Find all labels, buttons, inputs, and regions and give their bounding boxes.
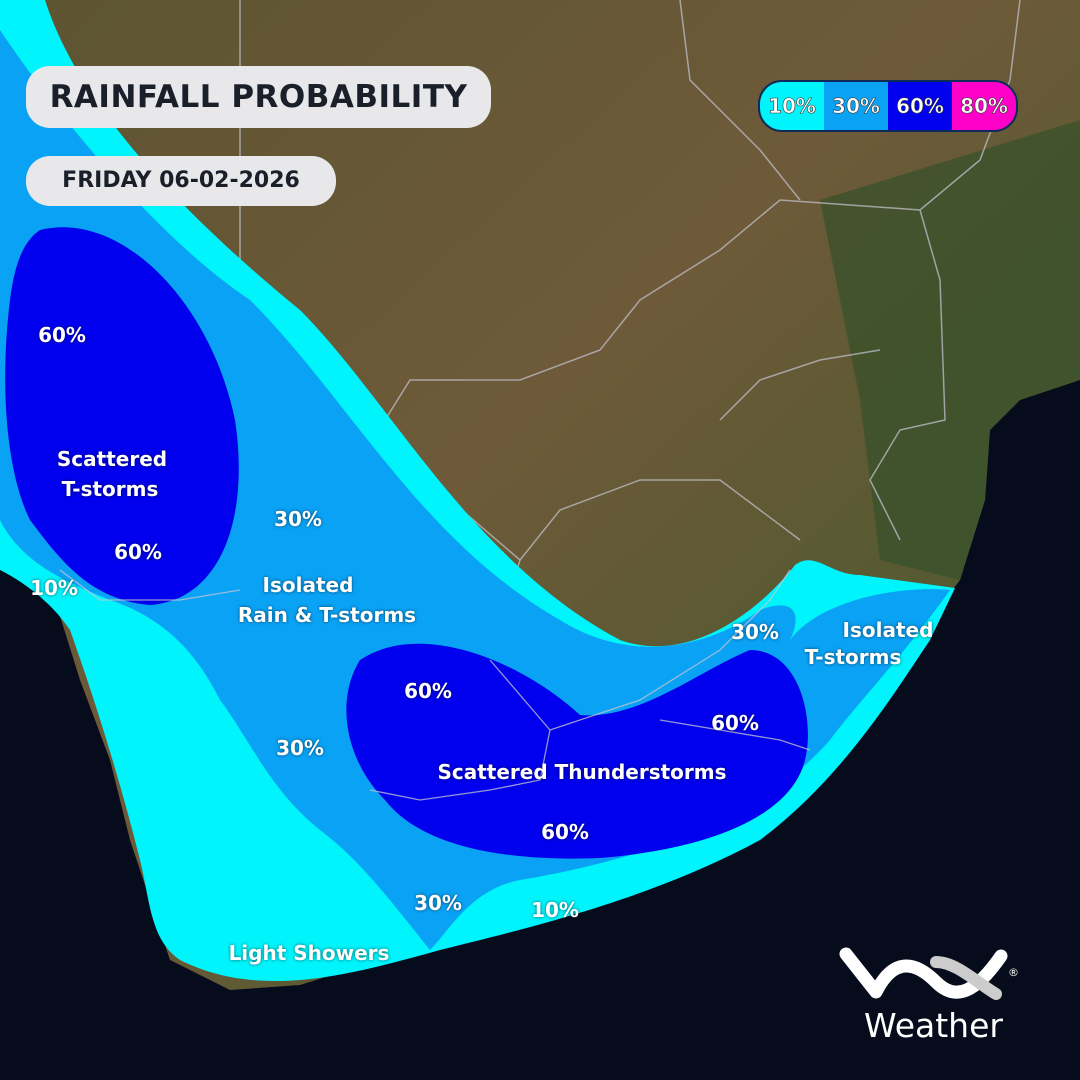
east-green-region (820, 120, 1080, 580)
label-south-10: 10% (531, 898, 579, 922)
label-scattered-thunderstorms: Scattered Thunderstorms (437, 760, 727, 784)
legend-80pct: 80% (952, 82, 1016, 130)
label-east-30: 30% (731, 620, 779, 644)
forecast-date: FRIDAY 06-02-2026 (26, 156, 336, 206)
label-southwest-30: 30% (276, 736, 324, 760)
label-west-60-bottom: 60% (114, 540, 162, 564)
probability-legend: 10% 30% 60% 80% (758, 80, 1018, 132)
registered-mark: ® (1008, 966, 1019, 979)
legend-60pct: 60% (888, 82, 952, 130)
label-east-isolated: Isolated (842, 618, 934, 642)
province-borders-overlay (59, 569, 811, 801)
map-title: RAINFALL PROBABILITY (26, 66, 491, 128)
logo-wordmark: Weather (864, 1006, 1003, 1045)
label-east-tstorms: T-storms (804, 645, 902, 669)
label-central-30: 30% (274, 507, 322, 531)
label-light-showers: Light Showers (228, 941, 390, 965)
label-west-10: 10% (30, 576, 78, 600)
label-rain-tstorms: Rain & T-storms (237, 603, 417, 627)
rain-zone-60pct-west (5, 227, 239, 606)
label-west-scattered: Scattered (56, 447, 168, 471)
vox-logo-mark (839, 947, 1008, 1000)
vox-weather-logo: ® Weather (836, 942, 1026, 1047)
rain-zone-60pct-central (346, 643, 808, 859)
legend-10pct: 10% (760, 82, 824, 130)
label-south-60: 60% (541, 820, 589, 844)
legend-30pct: 30% (824, 82, 888, 130)
label-south-30: 30% (414, 891, 462, 915)
label-isolated: Isolated (262, 573, 354, 597)
label-west-tstorms: T-storms (61, 477, 159, 501)
label-west-60-top: 60% (38, 323, 86, 347)
label-central-60: 60% (404, 679, 452, 703)
label-east-60: 60% (711, 711, 759, 735)
